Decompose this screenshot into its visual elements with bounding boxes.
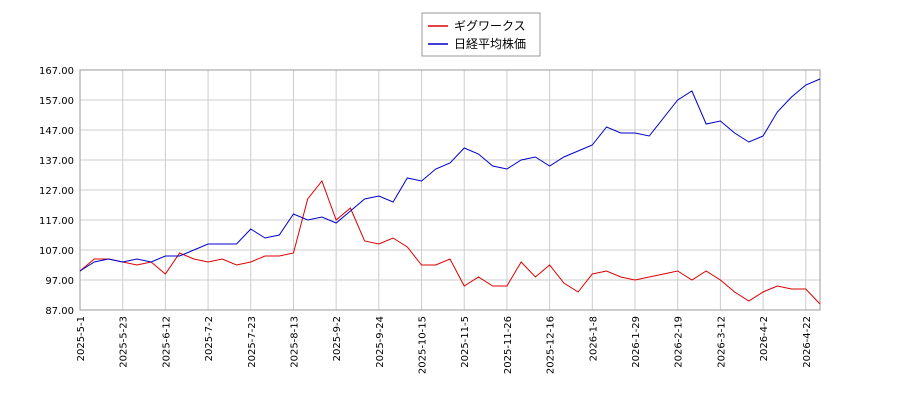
plot-frame	[79, 69, 821, 311]
x-tick-label: 2025-8-13	[289, 316, 300, 368]
y-tick-label: 167.00	[39, 66, 74, 77]
x-tick-label: 2025-7-23	[247, 316, 258, 368]
x-tick-label: 2026-1-29	[631, 316, 642, 368]
legend-label: 日経平均株価	[454, 36, 526, 51]
y-tick-label: 97.00	[45, 276, 74, 287]
x-tick-label: 2025-5-23	[119, 316, 130, 368]
series-line	[79, 78, 821, 272]
series-line	[79, 179, 821, 305]
x-tick-label: 2026-3-12	[716, 316, 727, 368]
y-tick-label: 147.00	[39, 126, 74, 137]
y-tick-label: 157.00	[39, 96, 74, 107]
legend-label: ギグワークス	[454, 19, 526, 33]
x-tick-label: 2026-2-19	[674, 316, 685, 368]
x-tick-label: 2025-7-2	[204, 316, 215, 361]
x-tick-label: 2025-6-12	[161, 316, 172, 368]
legend-box	[421, 12, 541, 57]
y-tick-label: 117.00	[39, 216, 74, 227]
x-tick-label: 2025-12-16	[546, 316, 557, 374]
y-tick-label: 87.00	[45, 306, 74, 317]
x-tick-label: 2026-1-8	[588, 316, 599, 361]
x-tick-label: 2025-5-1	[76, 316, 87, 361]
x-tick-label: 2025-10-15	[418, 316, 429, 374]
x-tick-label: 2025-11-26	[503, 316, 514, 374]
x-tick-label: 2025-11-5	[460, 316, 471, 368]
x-tick-label: 2026-4-2	[759, 316, 770, 361]
y-tick-label: 107.00	[39, 246, 74, 257]
x-tick-label: 2025-9-24	[375, 316, 386, 368]
x-tick-label: 2025-9-2	[332, 316, 343, 361]
y-tick-label: 127.00	[39, 186, 74, 197]
x-tick-label: 2026-4-22	[802, 316, 813, 368]
y-tick-label: 137.00	[39, 156, 74, 167]
